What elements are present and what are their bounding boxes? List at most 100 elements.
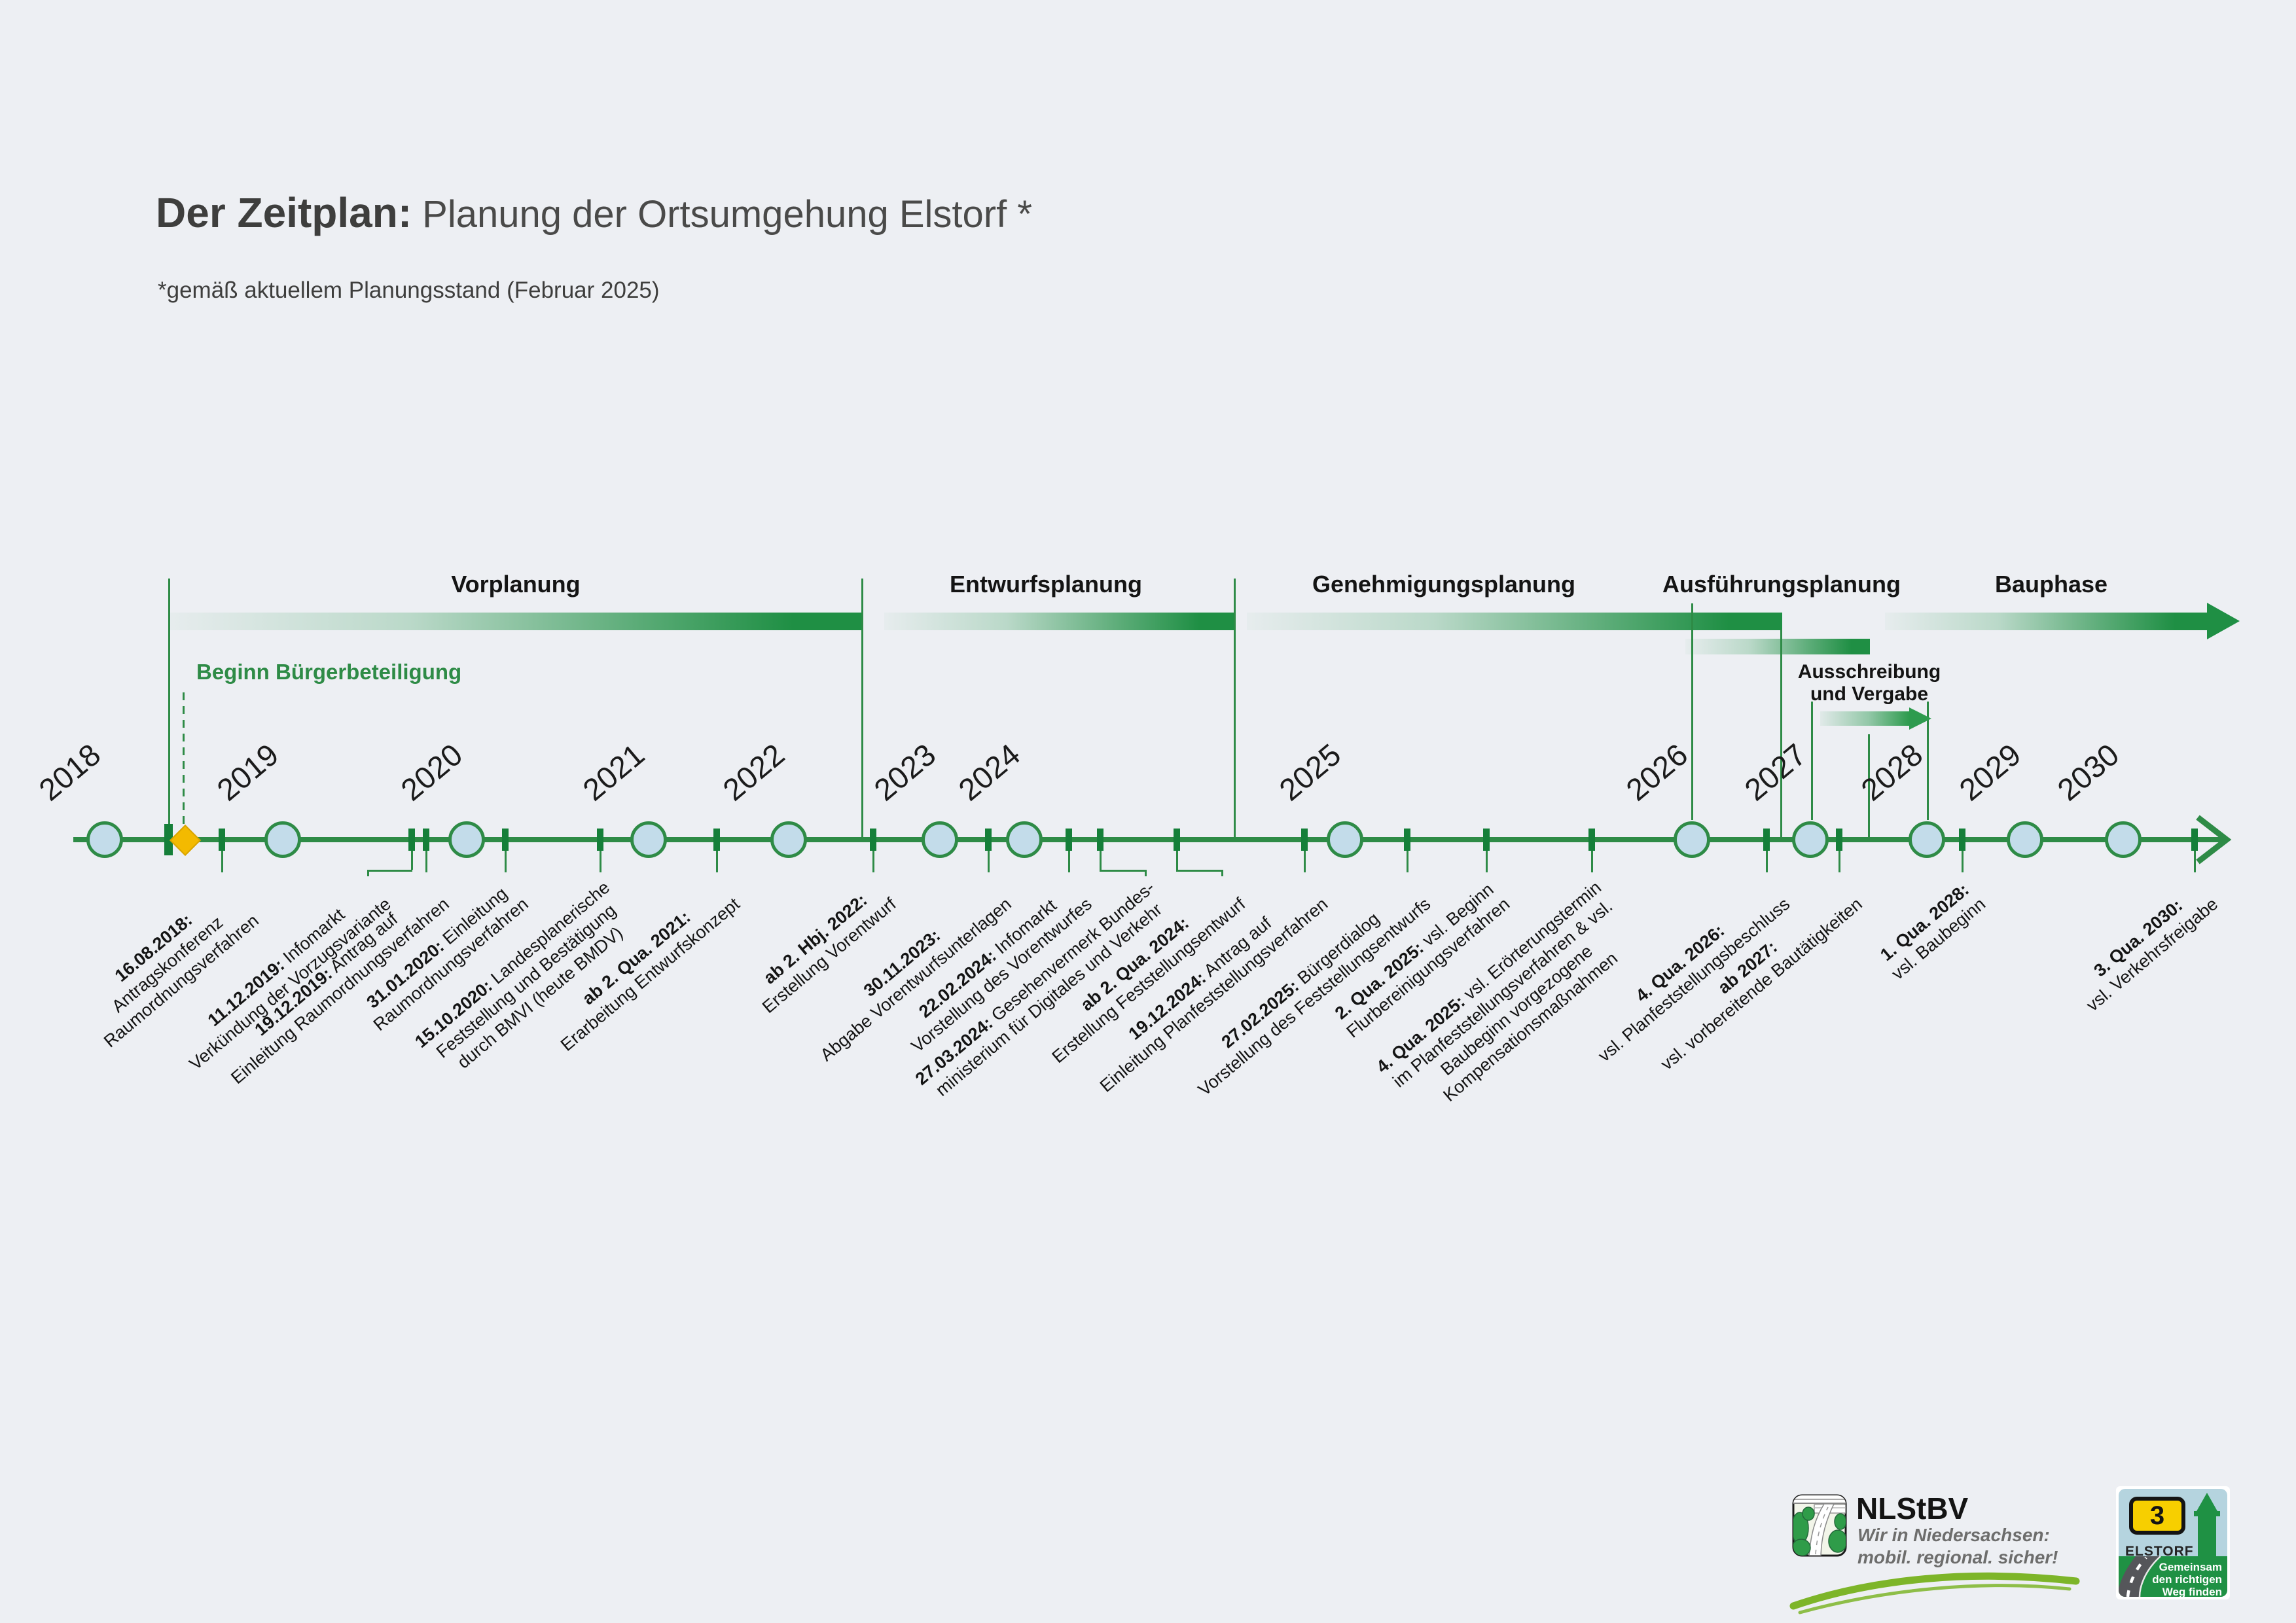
year-label-2027: 2027 [1738,736,1813,808]
event-connector [2194,851,2196,872]
page-title-bold: Der Zeitplan: [156,189,412,236]
elstorf-project-badge: Gemeinsam den richtigen Weg finden 3 ELS… [2116,1486,2230,1599]
event-tick [1097,829,1103,851]
event-tick [1763,829,1770,851]
timeline-node-2020 [448,821,485,858]
event-tick [219,829,225,851]
church-tower-icon [2198,1512,2216,1558]
timeline-node-2021 [630,821,667,858]
timeline-axis [73,837,2224,842]
event-tick [597,829,603,851]
timeline-node-2019 [264,821,301,858]
event-tick [1174,829,1180,851]
event-tick [423,829,429,851]
guide-line [1691,603,1693,820]
year-label-2030: 2030 [2051,736,2126,808]
event-connector [425,851,427,872]
phase-bar-vorplanung [169,613,862,630]
citizen-participation-dashed-line [183,692,185,825]
event-connector [1766,851,1768,872]
tender-phase-line2: und Vergabe [1810,683,1929,705]
phase-label-ausf-hrungsplanung: Ausführungsplanung [1662,571,1901,597]
event-connector [1100,851,1102,870]
event-connector [1145,870,1147,876]
timeline-node-2023 [922,821,958,858]
badge-town-label: ELSTORF [2125,1544,2194,1559]
event-connector [1221,870,1223,876]
badge-slogan-line1: Gemeinsam [2159,1561,2222,1573]
event-connector-elbow [1176,870,1223,872]
event-connector [600,851,601,872]
phase-bar-genehmigungsplanung [1247,613,1782,630]
phase-label-vorplanung: Vorplanung [451,571,581,597]
timeline-start-tick [164,824,173,855]
route-number: 3 [2149,1501,2165,1530]
guide-line [1780,630,1782,840]
year-label-2020: 2020 [394,736,469,808]
timeline-node-2025 [1327,821,1363,858]
year-label-2019: 2019 [210,736,285,808]
event-tick [713,829,720,851]
timeline-node-2026 [1674,821,1710,858]
phase-label-bauphase: Bauphase [1994,571,2108,597]
phase-label-entwurfsplanung: Entwurfsplanung [950,571,1142,597]
year-label-2025: 2025 [1272,736,1348,808]
timeline-node-2022 [770,821,807,858]
year-label-2018: 2018 [32,736,107,808]
guide-line [1811,702,1813,820]
event-tick [985,829,992,851]
phase-separator [861,579,863,840]
nlstbv-wordmark: NLStBV [1856,1491,1969,1525]
event-connector [1176,851,1178,870]
event-label-text: 1. Qua. 2028: vsl. Baubeginn [1876,880,1990,984]
event-tick [1066,829,1072,851]
phase-label-genehmigungsplanung: Genehmigungsplanung [1312,571,1575,597]
timeline-arrow-icon [2196,815,2232,865]
year-label-2023: 2023 [867,736,942,808]
nlstbv-logo-icon [1792,1494,1847,1560]
badge-slogan-line2: den richtigen [2152,1573,2222,1586]
event-label-text: 3. Qua. 2030: vsl. Verkehrsfreigabe [2082,894,2222,1016]
phase-bar-ausf-hrungsplanung [1685,639,1870,654]
tender-phase-line1: Ausschreibung [1797,661,1941,683]
event-tick [1301,829,1308,851]
timeline-node-2030 [2105,821,2142,858]
year-label-2026: 2026 [1619,736,1695,808]
guide-line [1868,734,1870,840]
event-connector [1839,851,1840,872]
event-connector [221,851,223,872]
event-connector [505,851,507,872]
event-connector [1068,851,1070,872]
tender-arrowhead-icon [1909,707,1931,730]
event-tick [1959,829,1965,851]
event-connector [1486,851,1488,872]
badge-ground: Gemeinsam den richtigen Weg finden [2119,1556,2227,1597]
page-title: Der Zeitplan: Planung der Ortsumgehung El… [156,188,1032,237]
event-connector [1304,851,1306,872]
event-connector [411,851,413,870]
badge-slogan-line3: Weg finden [2162,1586,2222,1597]
timeline-node-2018 [86,821,123,858]
year-label-2024: 2024 [952,736,1027,808]
event-tick [1836,829,1842,851]
page-subtitle: *gemäß aktuellem Planungsstand (Februar … [158,277,660,303]
page-title-rest: Planung der Ortsumgehung Elstorf * [422,193,1032,236]
phase-bar-entwurfsplanung [884,613,1234,630]
phase-bar-bauphase [1885,613,2207,630]
event-tick [1588,829,1595,851]
event-tick [408,829,415,851]
nlstbv-tagline-1: Wir in Niedersachsen: [1857,1525,2050,1545]
event-connector [988,851,990,872]
timeline-node-2024 [1006,821,1043,858]
guide-line [168,579,170,840]
event-connector-elbow [1100,870,1146,872]
event-connector-elbow [367,870,412,872]
guide-line [1927,702,1929,820]
event-connector [1407,851,1408,872]
event-connector [367,870,369,876]
nlstbv-tagline-2: mobil. regional. sicher! [1857,1547,2058,1567]
event-tick [1404,829,1410,851]
event-connector [872,851,874,872]
citizen-participation-label: Beginn Bürgerbeteiligung [196,660,462,684]
